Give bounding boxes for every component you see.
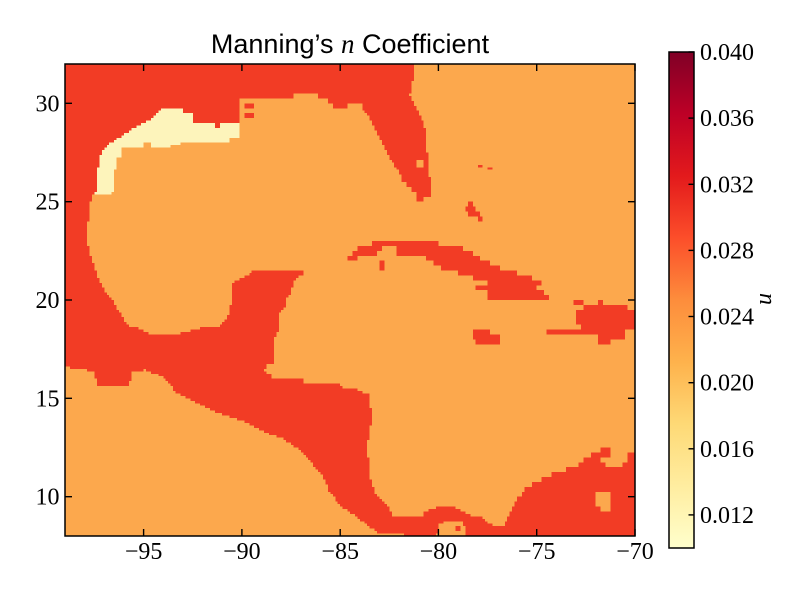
svg-text:0.016: 0.016 bbox=[700, 437, 754, 463]
svg-text:20: 20 bbox=[36, 288, 60, 314]
svg-text:−70: −70 bbox=[616, 539, 654, 565]
svg-text:−80: −80 bbox=[420, 539, 458, 565]
svg-text:0.028: 0.028 bbox=[700, 238, 754, 264]
svg-text:25: 25 bbox=[36, 190, 60, 216]
svg-text:−90: −90 bbox=[223, 539, 261, 565]
svg-text:−85: −85 bbox=[321, 539, 359, 565]
svg-text:−75: −75 bbox=[518, 539, 556, 565]
svg-text:0.036: 0.036 bbox=[700, 106, 754, 132]
svg-text:0.024: 0.024 bbox=[700, 305, 754, 331]
svg-text:0.020: 0.020 bbox=[700, 371, 754, 397]
svg-text:−95: −95 bbox=[125, 539, 163, 565]
svg-text:Manning’s n Coefficient: Manning’s n Coefficient bbox=[211, 29, 490, 59]
svg-text:10: 10 bbox=[36, 485, 60, 511]
svg-text:0.032: 0.032 bbox=[700, 172, 754, 198]
svg-text:n: n bbox=[754, 293, 780, 305]
svg-text:15: 15 bbox=[36, 386, 60, 412]
svg-text:0.012: 0.012 bbox=[700, 503, 754, 529]
svg-text:30: 30 bbox=[36, 91, 60, 117]
svg-text:0.040: 0.040 bbox=[700, 40, 754, 66]
